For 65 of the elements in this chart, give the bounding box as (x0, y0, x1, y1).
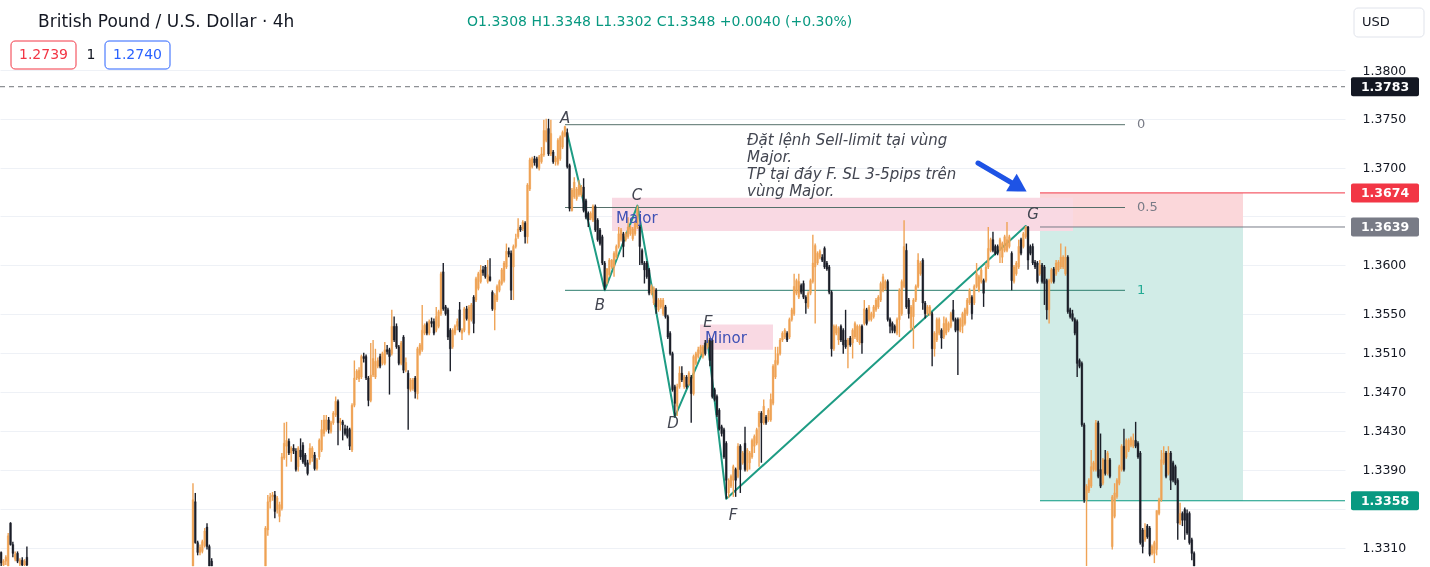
y-tick-label: 1.3750 (1362, 111, 1407, 127)
candlestick (655, 287, 658, 315)
candlestick (556, 137, 559, 167)
candlestick (1005, 221, 1009, 254)
annotation: 1.2740 (113, 46, 162, 62)
annotation: 1 (86, 46, 96, 62)
candlestick (336, 398, 340, 446)
annotation: O1.3308 H1.3348 L1.3302 C1.3348 +0.0040 (+0.30%) (467, 13, 853, 29)
candlestick (998, 237, 1002, 264)
text: British Pound / U.S. Dollar · 4h (38, 11, 295, 31)
candlestick (203, 527, 206, 549)
y-tick-label: 1.3310 (1362, 540, 1407, 556)
candlestick (1125, 437, 1128, 460)
candlestick (741, 450, 744, 466)
y-tick-label: 1.3550 (1362, 306, 1407, 322)
candlestick (1010, 250, 1013, 292)
annotation: 0.5 (1137, 199, 1158, 214)
candlestick (416, 346, 419, 401)
band-label: Minor (705, 329, 748, 348)
candlestick (486, 259, 489, 285)
y-tick-label: 1.3470 (1362, 384, 1407, 400)
annotation: G (1027, 205, 1039, 223)
candlestick (533, 155, 536, 167)
candlestick (690, 374, 693, 424)
annotation: E (703, 313, 714, 331)
ref-line-label: 1.3358 (1360, 492, 1410, 508)
ref-line-label: 1.3783 (1360, 78, 1410, 94)
candlestick (727, 477, 730, 499)
annotation: D (667, 414, 679, 432)
y-tick-label: 1.3800 (1362, 62, 1407, 78)
annotation: 1.2739 (19, 46, 68, 62)
annotation: C (631, 186, 643, 204)
candlestick (301, 441, 304, 465)
candlestick (1183, 506, 1186, 541)
candlestick (746, 447, 749, 473)
candlestick (383, 341, 386, 367)
annotation: 1 (1137, 282, 1146, 297)
annotation: A (558, 109, 571, 127)
ref-line-label: 1.3639 (1360, 218, 1410, 234)
candlestick (294, 447, 297, 473)
candlestick (2, 558, 5, 567)
annotation: B (594, 296, 606, 314)
candlestick (488, 257, 492, 283)
annotation: Đặt lệnh Sell-limit tại vùng Major. TP tại đáy F. SL 3-5pips trên vùng Major. (747, 131, 957, 200)
y-tick-label: 1.3390 (1362, 462, 1407, 478)
y-tick-label: 1.3510 (1362, 345, 1407, 361)
annotation: 0 (1137, 116, 1146, 131)
candlestick (519, 224, 522, 233)
candlestick (652, 285, 655, 306)
y-tick-label: 1.3600 (1362, 257, 1407, 273)
y-tick-label: 1.3430 (1362, 423, 1407, 439)
ref-line-label: 1.3674 (1360, 184, 1410, 200)
candlestick (982, 277, 985, 308)
candlestick (299, 437, 302, 461)
text: USD (1362, 14, 1390, 29)
candlestick (465, 305, 468, 322)
candlestick (760, 410, 763, 464)
candlestick (421, 304, 424, 353)
candlestick (884, 278, 887, 292)
y-tick-label: 1.3700 (1362, 160, 1407, 176)
candlestick (940, 327, 943, 350)
annotation: F (728, 506, 738, 524)
candlestick (699, 344, 702, 357)
candlestick (388, 347, 391, 396)
candlestick (348, 426, 351, 451)
